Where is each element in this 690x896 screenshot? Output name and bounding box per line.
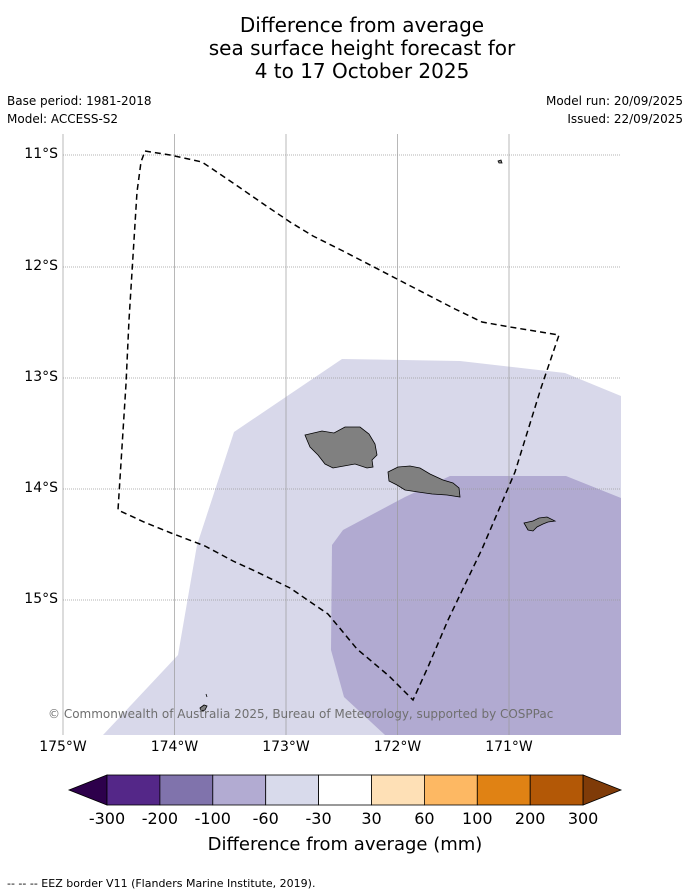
map-title: Difference from average sea surface heig… <box>0 14 690 83</box>
colorbar-tick-label: 300 <box>567 809 599 828</box>
copyright-notice: © Commonwealth of Australia 2025, Bureau… <box>48 707 554 721</box>
lon-label: 175°W <box>39 739 87 755</box>
upolu-island <box>387 465 461 498</box>
colorbar-low-extend <box>67 774 108 806</box>
colorbar-segment <box>159 774 214 806</box>
colorbar-segment <box>212 774 267 806</box>
colorbar-label: Difference from average (mm) <box>207 834 483 855</box>
colorbar-segment <box>265 774 320 806</box>
lon-label: 173°W <box>262 739 310 755</box>
eez-border <box>117 150 560 702</box>
lat-label: 14°S <box>24 480 58 496</box>
tutuila-island <box>523 516 557 532</box>
colorbar-tick-label: -60 <box>252 809 279 828</box>
colorbar-tick-label: 100 <box>462 809 493 828</box>
title-line-2: sea surface height forecast for <box>208 36 516 60</box>
colorbar-high-extend <box>582 774 623 806</box>
colorbar-tick-label: 60 <box>414 809 435 828</box>
colorbar-tick-label: -300 <box>88 809 126 828</box>
model-run: Model run: 20/09/2025 <box>545 94 683 108</box>
lat-label: 12°S <box>24 258 58 274</box>
savaii-island <box>304 426 378 469</box>
colorbar-tick-label: -30 <box>305 809 332 828</box>
colorbar-segment <box>423 774 478 806</box>
lon-label: 171°W <box>485 739 533 755</box>
colorbar-segment <box>318 774 372 806</box>
colorbar-tick-label: -100 <box>194 809 231 828</box>
colorbar-tick-label: -200 <box>141 809 179 828</box>
lon-label: 174°W <box>150 739 199 755</box>
title-line-3: 4 to 17 October 2025 <box>254 59 470 83</box>
colorbar-segment <box>476 774 531 806</box>
reef-marker <box>205 693 208 698</box>
model-name: Model: ACCESS-S2 <box>7 112 119 126</box>
issued-date: Issued: 22/09/2025 <box>567 112 683 126</box>
lat-label: 11°S <box>24 146 58 162</box>
colorbar <box>67 774 623 806</box>
islands <box>199 159 557 712</box>
colorbar-segment <box>371 774 425 806</box>
anomaly-region-medium <box>331 476 621 735</box>
colorbar-tick-label: 30 <box>361 809 382 828</box>
small-island-south <box>199 704 208 712</box>
colorbar-tick-label: 200 <box>514 809 546 828</box>
lat-label: 13°S <box>24 369 58 385</box>
lat-label: 15°S <box>24 591 58 607</box>
title-line-1: Difference from average <box>239 13 485 37</box>
base-period: Base period: 1981-2018 <box>7 94 152 108</box>
colorbar-segment <box>106 774 161 806</box>
small-island-north <box>497 159 503 164</box>
colorbar-segment <box>529 774 584 806</box>
eez-legend-note: -- -- -- EEZ border V11 (Flanders Marine… <box>7 877 316 890</box>
lon-label: 172°W <box>373 739 422 755</box>
grid <box>62 134 621 735</box>
